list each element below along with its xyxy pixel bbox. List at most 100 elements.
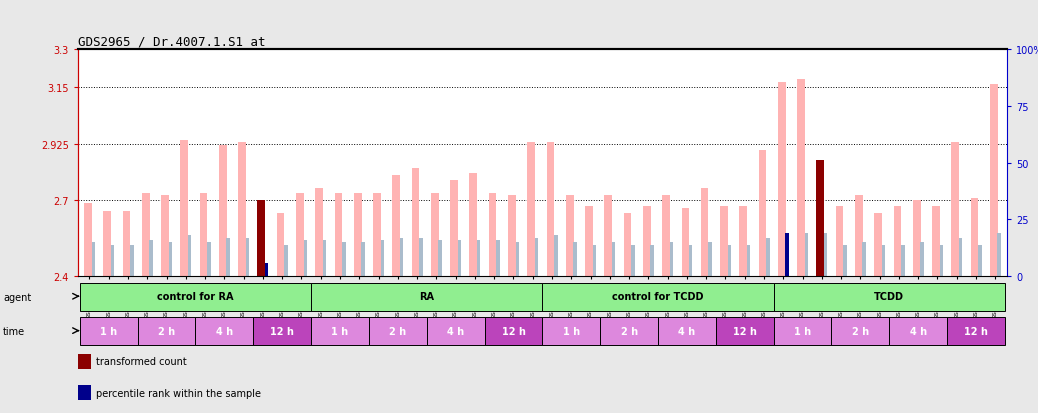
Bar [419, 238, 422, 277]
Bar [921, 243, 924, 277]
Bar [485, 318, 542, 345]
Bar [354, 193, 361, 277]
Bar [777, 82, 786, 277]
Bar [438, 240, 442, 277]
Bar [547, 143, 554, 277]
Bar [316, 188, 323, 277]
Bar [855, 196, 863, 277]
Bar [208, 243, 211, 277]
Bar [78, 385, 91, 400]
Bar [901, 245, 904, 277]
Text: 2 h: 2 h [389, 326, 406, 336]
Bar [450, 181, 458, 277]
Bar [747, 245, 750, 277]
Bar [516, 243, 519, 277]
Bar [604, 196, 612, 277]
Text: 2 h: 2 h [852, 326, 869, 336]
Bar [651, 245, 654, 277]
Bar [111, 245, 114, 277]
Bar [612, 243, 616, 277]
Bar [311, 318, 368, 345]
Text: 12 h: 12 h [733, 326, 757, 336]
Bar [643, 206, 651, 277]
Bar [381, 240, 384, 277]
Bar [766, 238, 769, 277]
Bar [84, 204, 91, 277]
Bar [786, 234, 789, 277]
Bar [361, 243, 364, 277]
Bar [130, 245, 134, 277]
Text: GDS2965 / Dr.4007.1.S1_at: GDS2965 / Dr.4007.1.S1_at [78, 35, 266, 47]
Bar [952, 143, 959, 277]
Text: agent: agent [3, 292, 31, 302]
Bar [496, 240, 499, 277]
Bar [990, 85, 998, 277]
Text: 2 h: 2 h [621, 326, 637, 336]
Bar [708, 243, 712, 277]
Bar [508, 196, 516, 277]
Bar [226, 238, 230, 277]
Bar [253, 318, 311, 345]
Text: time: time [3, 326, 25, 337]
Bar [593, 245, 596, 277]
Bar [573, 243, 577, 277]
Bar [427, 318, 485, 345]
Bar [836, 206, 844, 277]
Bar [257, 201, 265, 277]
Bar [458, 240, 461, 277]
Text: percentile rank within the sample: percentile rank within the sample [95, 388, 261, 398]
Bar [624, 214, 631, 277]
Bar [658, 318, 716, 345]
Bar [195, 318, 253, 345]
Text: transformed count: transformed count [95, 356, 187, 366]
Bar [863, 243, 866, 277]
Bar [720, 206, 728, 277]
Text: RA: RA [419, 292, 434, 301]
Bar [535, 238, 539, 277]
Text: 1 h: 1 h [794, 326, 811, 336]
Bar [978, 245, 982, 277]
Bar [662, 196, 670, 277]
Bar [219, 145, 226, 277]
Bar [168, 243, 172, 277]
Bar [631, 245, 634, 277]
Bar [542, 318, 600, 345]
Bar [469, 173, 477, 277]
Bar [831, 318, 890, 345]
Bar [759, 150, 766, 277]
Bar [824, 234, 827, 277]
Text: 1 h: 1 h [563, 326, 580, 336]
Bar [284, 245, 288, 277]
Bar [585, 206, 593, 277]
Text: 12 h: 12 h [501, 326, 525, 336]
Bar [91, 243, 95, 277]
Bar [343, 243, 346, 277]
Bar [701, 188, 709, 277]
Bar [566, 196, 574, 277]
Bar [881, 245, 885, 277]
Bar [527, 143, 535, 277]
Bar [311, 283, 542, 311]
Bar [334, 193, 343, 277]
Bar [894, 206, 901, 277]
Bar [689, 245, 692, 277]
Bar [600, 318, 658, 345]
Text: 4 h: 4 h [447, 326, 464, 336]
Bar [78, 354, 91, 369]
Bar [554, 236, 557, 277]
Text: control for RA: control for RA [157, 292, 234, 301]
Bar [874, 214, 882, 277]
Bar [149, 240, 153, 277]
Bar [912, 201, 921, 277]
Bar [296, 193, 304, 277]
Bar [477, 240, 481, 277]
Text: 4 h: 4 h [909, 326, 927, 336]
Bar [246, 238, 249, 277]
Bar [199, 193, 208, 277]
Bar [773, 283, 1005, 311]
Bar [138, 318, 195, 345]
Bar [670, 243, 674, 277]
Bar [400, 238, 404, 277]
Bar [773, 318, 831, 345]
Text: 4 h: 4 h [216, 326, 233, 336]
